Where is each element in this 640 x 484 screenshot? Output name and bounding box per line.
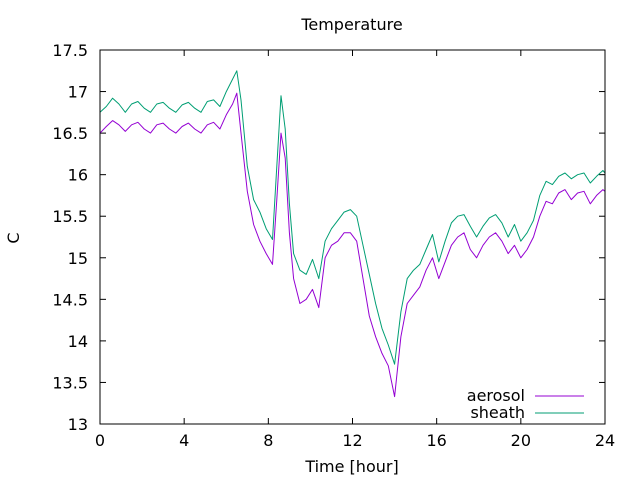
chart-title: Temperature — [300, 15, 402, 34]
series-line-aerosol — [99, 92, 606, 398]
legend-label-aerosol: aerosol — [467, 386, 525, 405]
x-axis-label: Time [hour] — [304, 457, 398, 476]
y-tick-label: 13 — [68, 415, 88, 434]
y-tick-label: 15 — [68, 249, 88, 268]
plot-frame — [99, 49, 606, 425]
y-tick-label: 16.5 — [52, 124, 88, 143]
x-tick-label: 4 — [179, 431, 189, 450]
series-layer — [99, 70, 606, 398]
x-tick-label: 20 — [511, 431, 531, 450]
ticks-layer: 0 4 8 12 16 20 24 13 13.5 14 14.5 15 15.5 16 16.5 17 17.… — [52, 41, 615, 450]
y-tick-label: 14 — [68, 332, 88, 351]
y-tick-label: 13.5 — [52, 373, 88, 392]
x-tick-label: 0 — [95, 431, 105, 450]
x-tick-label: 8 — [263, 431, 273, 450]
y-axis-label: C — [4, 232, 23, 243]
y-tick-label: 17.5 — [52, 41, 88, 60]
x-tick-label: 24 — [595, 431, 615, 450]
legend-label-sheath: sheath — [470, 403, 525, 422]
x-tick-label: 12 — [342, 431, 362, 450]
y-tick-label: 15.5 — [52, 207, 88, 226]
y-tick-label: 17 — [68, 83, 88, 102]
x-tick-label: 16 — [426, 431, 446, 450]
y-tick-label: 14.5 — [52, 290, 88, 309]
series-line-sheath — [99, 70, 606, 365]
y-tick-label: 16 — [68, 166, 88, 185]
